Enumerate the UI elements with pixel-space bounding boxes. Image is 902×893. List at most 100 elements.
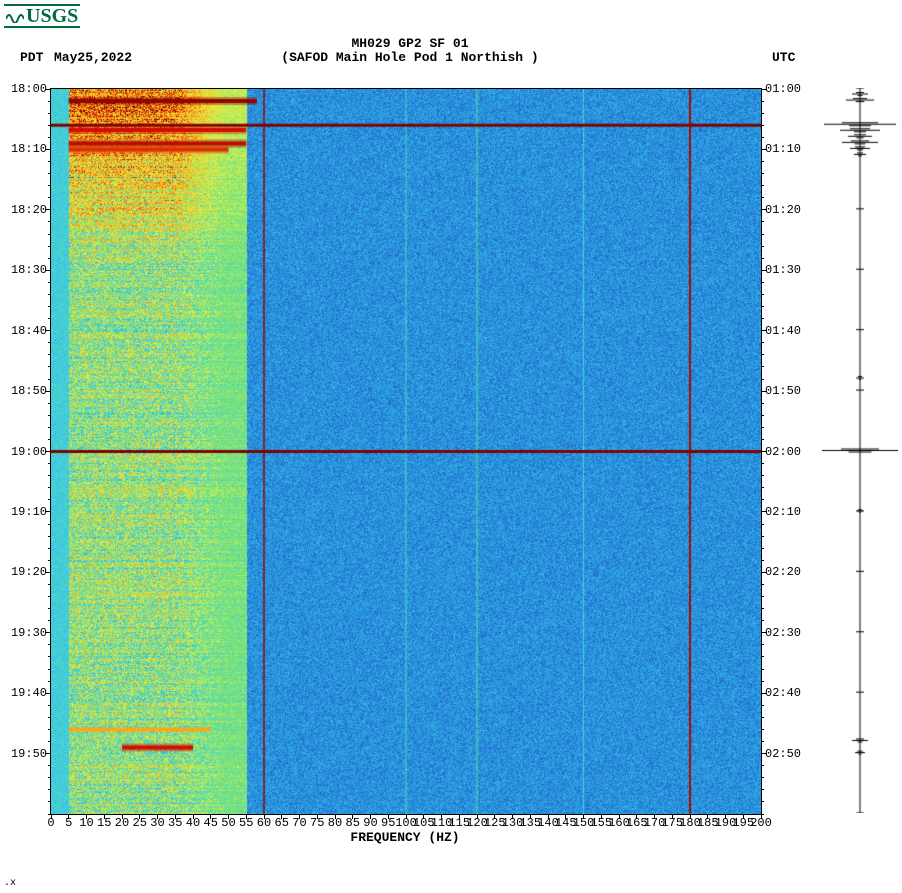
y-minor-tick-right: [761, 209, 764, 210]
y-minor-tick-right: [761, 451, 764, 452]
y-minor-tick-right: [761, 511, 764, 512]
x-tick-label: 25: [133, 816, 147, 830]
y-minor-tick-left: [48, 789, 51, 790]
y-minor-tick-left: [48, 197, 51, 198]
y-minor-tick-left: [48, 608, 51, 609]
y-minor-tick-right: [761, 149, 764, 150]
y-minor-tick-right: [761, 548, 764, 549]
y-minor-tick-right: [761, 632, 764, 633]
y-tick-label-left: 18:50: [11, 384, 47, 398]
corner-mark: .x: [4, 878, 16, 889]
y-tick-label-right: 02:10: [765, 505, 801, 519]
y-tick-label-right: 02:30: [765, 626, 801, 640]
y-tick-label-right: 01:00: [765, 82, 801, 96]
y-minor-tick-right: [761, 221, 764, 222]
y-minor-tick-left: [48, 306, 51, 307]
y-minor-tick-right: [761, 741, 764, 742]
y-minor-tick-right: [761, 161, 764, 162]
x-axis-label: FREQUENCY (HZ): [50, 830, 760, 845]
x-tick-label: 30: [150, 816, 164, 830]
y-minor-tick-left: [48, 113, 51, 114]
y-minor-tick-left: [48, 572, 51, 573]
x-tick-label: 35: [168, 816, 182, 830]
y-minor-tick-right: [761, 197, 764, 198]
y-minor-tick-left: [48, 693, 51, 694]
y-minor-tick-right: [761, 620, 764, 621]
y-minor-tick-left: [48, 173, 51, 174]
right-tz-label: UTC: [772, 50, 795, 65]
y-minor-tick-left: [48, 681, 51, 682]
y-minor-tick-left: [48, 801, 51, 802]
y-minor-tick-right: [761, 234, 764, 235]
y-minor-tick-right: [761, 536, 764, 537]
spectrogram-canvas: [51, 89, 761, 814]
y-minor-tick-left: [48, 536, 51, 537]
x-tick-label: 0: [47, 816, 54, 830]
x-tick-label: 15: [97, 816, 111, 830]
y-minor-tick-right: [761, 354, 764, 355]
y-minor-tick-right: [761, 306, 764, 307]
y-tick-label-left: 18:40: [11, 324, 47, 338]
y-tick-label-left: 19:50: [11, 747, 47, 761]
y-minor-tick-left: [48, 427, 51, 428]
y-minor-tick-right: [761, 765, 764, 766]
y-tick-label-left: 18:30: [11, 263, 47, 277]
y-minor-tick-left: [48, 584, 51, 585]
x-tick-label: 70: [292, 816, 306, 830]
y-tick-label-left: 18:00: [11, 82, 47, 96]
y-minor-tick-right: [761, 318, 764, 319]
y-minor-tick-left: [48, 89, 51, 90]
y-minor-tick-right: [761, 173, 764, 174]
y-minor-tick-right: [761, 439, 764, 440]
y-tick-label-right: 01:10: [765, 142, 801, 156]
y-tick-label-left: 19:40: [11, 686, 47, 700]
y-minor-tick-left: [48, 234, 51, 235]
seismogram-canvas: [822, 88, 898, 813]
spectrogram-plot: 0510152025303540455055606570758085909510…: [50, 88, 762, 815]
y-minor-tick-left: [48, 814, 51, 815]
y-minor-tick-left: [48, 282, 51, 283]
x-tick-label: 80: [328, 816, 342, 830]
y-minor-tick-left: [48, 451, 51, 452]
y-minor-tick-right: [761, 403, 764, 404]
y-tick-label-left: 19:30: [11, 626, 47, 640]
x-tick-label: 95: [381, 816, 395, 830]
y-minor-tick-right: [761, 572, 764, 573]
y-minor-tick-right: [761, 113, 764, 114]
chart-title: MH029 GP2 SF 01: [0, 36, 820, 51]
y-minor-tick-left: [48, 765, 51, 766]
y-minor-tick-left: [48, 632, 51, 633]
y-minor-tick-right: [761, 366, 764, 367]
y-tick-label-right: 01:40: [765, 324, 801, 338]
y-tick-label-left: 18:20: [11, 203, 47, 217]
y-minor-tick-right: [761, 753, 764, 754]
y-minor-tick-left: [48, 137, 51, 138]
y-minor-tick-right: [761, 801, 764, 802]
y-minor-tick-left: [48, 548, 51, 549]
y-minor-tick-left: [48, 439, 51, 440]
y-tick-label-right: 02:00: [765, 445, 801, 459]
y-minor-tick-right: [761, 584, 764, 585]
y-minor-tick-right: [761, 330, 764, 331]
x-tick-label: 45: [204, 816, 218, 830]
y-minor-tick-left: [48, 511, 51, 512]
x-tick-label: 85: [346, 816, 360, 830]
x-tick-label: 200: [750, 816, 772, 830]
y-minor-tick-left: [48, 753, 51, 754]
y-minor-tick-right: [761, 137, 764, 138]
y-tick-label-left: 18:10: [11, 142, 47, 156]
y-minor-tick-right: [761, 246, 764, 247]
y-minor-tick-right: [761, 693, 764, 694]
x-tick-label: 60: [257, 816, 271, 830]
date-label: May25,2022: [54, 50, 132, 65]
y-minor-tick-right: [761, 524, 764, 525]
y-minor-tick-left: [48, 620, 51, 621]
y-minor-tick-right: [761, 644, 764, 645]
y-minor-tick-left: [48, 342, 51, 343]
y-minor-tick-right: [761, 185, 764, 186]
y-minor-tick-right: [761, 258, 764, 259]
y-tick-label-left: 19:00: [11, 445, 47, 459]
y-minor-tick-left: [48, 705, 51, 706]
seismogram-panel: [822, 88, 898, 813]
x-tick-label: 10: [79, 816, 93, 830]
